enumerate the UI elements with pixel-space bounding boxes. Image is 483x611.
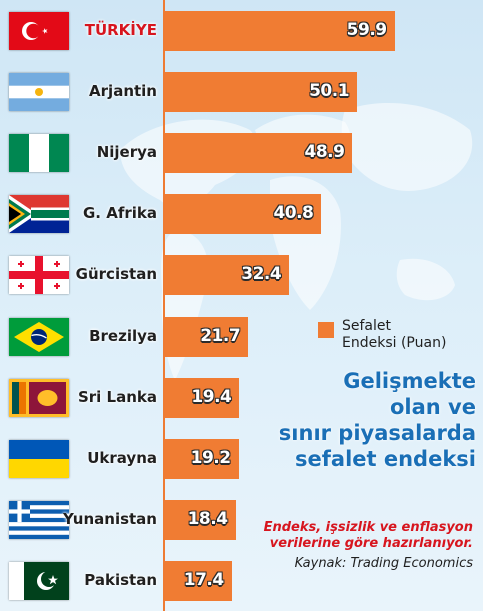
bar-row: G. Afrika 40.8 bbox=[0, 190, 483, 238]
bar-row: TÜRKİYE 59.9 bbox=[0, 7, 483, 55]
nigeria-flag-icon bbox=[9, 134, 69, 173]
chart-title-line-4: sefalet endeksi bbox=[295, 447, 476, 471]
legend-label: Sefalet Endeksi (Puan) bbox=[342, 318, 472, 352]
bar-row: Yunanistan 18.4 bbox=[0, 496, 483, 544]
bar-row: Brezilya 21.7 bbox=[0, 313, 483, 361]
category-label: Arjantin bbox=[89, 82, 157, 101]
legend-label-line-1: Sefalet bbox=[342, 318, 391, 334]
bar: 32.4 bbox=[165, 255, 290, 296]
bar-row: Sri Lanka 19.4 bbox=[0, 374, 483, 422]
category-label: G. Afrika bbox=[82, 204, 157, 223]
bar: 17.4 bbox=[165, 560, 232, 601]
category-label: Yunanistan bbox=[63, 509, 157, 528]
chart-source: Kaynak: Trading Economics bbox=[294, 556, 473, 571]
legend-label-line-2: Endeksi (Puan) bbox=[342, 335, 447, 351]
ukraine-flag-icon bbox=[9, 439, 69, 478]
brazil-flag-icon bbox=[9, 317, 69, 356]
bar-row: Arjantin 50.1 bbox=[0, 68, 483, 116]
bar-row: Nijerya 48.9 bbox=[0, 129, 483, 177]
bar-value-label: 19.4 bbox=[191, 386, 232, 407]
bar-value-label: 21.7 bbox=[200, 325, 241, 346]
chart-subtitle: Endeks, işsizlik ve enflasyon verilerine… bbox=[263, 520, 473, 551]
category-label: Ukrayna bbox=[87, 448, 157, 467]
sri-lanka-flag-icon bbox=[9, 378, 69, 417]
bar-value-label: 59.9 bbox=[346, 20, 387, 40]
bar-row: Ukrayna 19.2 bbox=[0, 435, 483, 483]
bar-value-label: 18.4 bbox=[187, 508, 228, 529]
turkey-flag-icon bbox=[9, 12, 69, 50]
bar: 21.7 bbox=[165, 316, 249, 357]
bar: 19.2 bbox=[165, 438, 239, 479]
argentina-flag-icon bbox=[9, 73, 69, 112]
bar-value-label: 17.4 bbox=[183, 569, 224, 590]
category-label: TÜRKİYE bbox=[84, 21, 157, 39]
chart-title-line-1: Gelişmekte bbox=[343, 369, 476, 393]
greece-flag-icon bbox=[9, 500, 69, 539]
category-label: Sri Lanka bbox=[77, 387, 157, 406]
bar-row: Gürcistan 32.4 bbox=[0, 251, 483, 299]
chart-title: Gelişmekte olan ve sınır piyasalarda sef… bbox=[240, 368, 476, 472]
bar: 50.1 bbox=[165, 72, 358, 113]
bar-value-label: 40.8 bbox=[273, 203, 314, 224]
chart-title-line-2: olan ve bbox=[390, 395, 476, 419]
value-axis-line bbox=[163, 0, 165, 611]
bar: 40.8 bbox=[165, 194, 322, 235]
bar: 48.9 bbox=[165, 133, 353, 174]
bar-value-label: 48.9 bbox=[304, 142, 345, 163]
category-label: Gürcistan bbox=[75, 265, 157, 284]
pakistan-flag-icon bbox=[9, 561, 69, 600]
georgia-flag-icon bbox=[9, 256, 69, 295]
bar-row: Pakistan 17.4 bbox=[0, 557, 483, 605]
chart-title-line-3: sınır piyasalarda bbox=[278, 421, 476, 445]
bar-value-label: 19.2 bbox=[190, 447, 231, 468]
bar: 18.4 bbox=[165, 499, 236, 540]
legend-swatch bbox=[318, 322, 334, 338]
category-label: Nijerya bbox=[96, 143, 157, 162]
bar-value-label: 32.4 bbox=[241, 264, 282, 285]
bar: 19.4 bbox=[165, 377, 240, 418]
south-africa-flag-icon bbox=[9, 195, 69, 234]
bar: 59.9 bbox=[165, 11, 395, 51]
legend: Sefalet Endeksi (Puan) bbox=[318, 318, 478, 360]
category-label: Pakistan bbox=[84, 570, 157, 589]
bar-value-label: 50.1 bbox=[309, 81, 350, 102]
category-label: Brezilya bbox=[89, 326, 157, 345]
